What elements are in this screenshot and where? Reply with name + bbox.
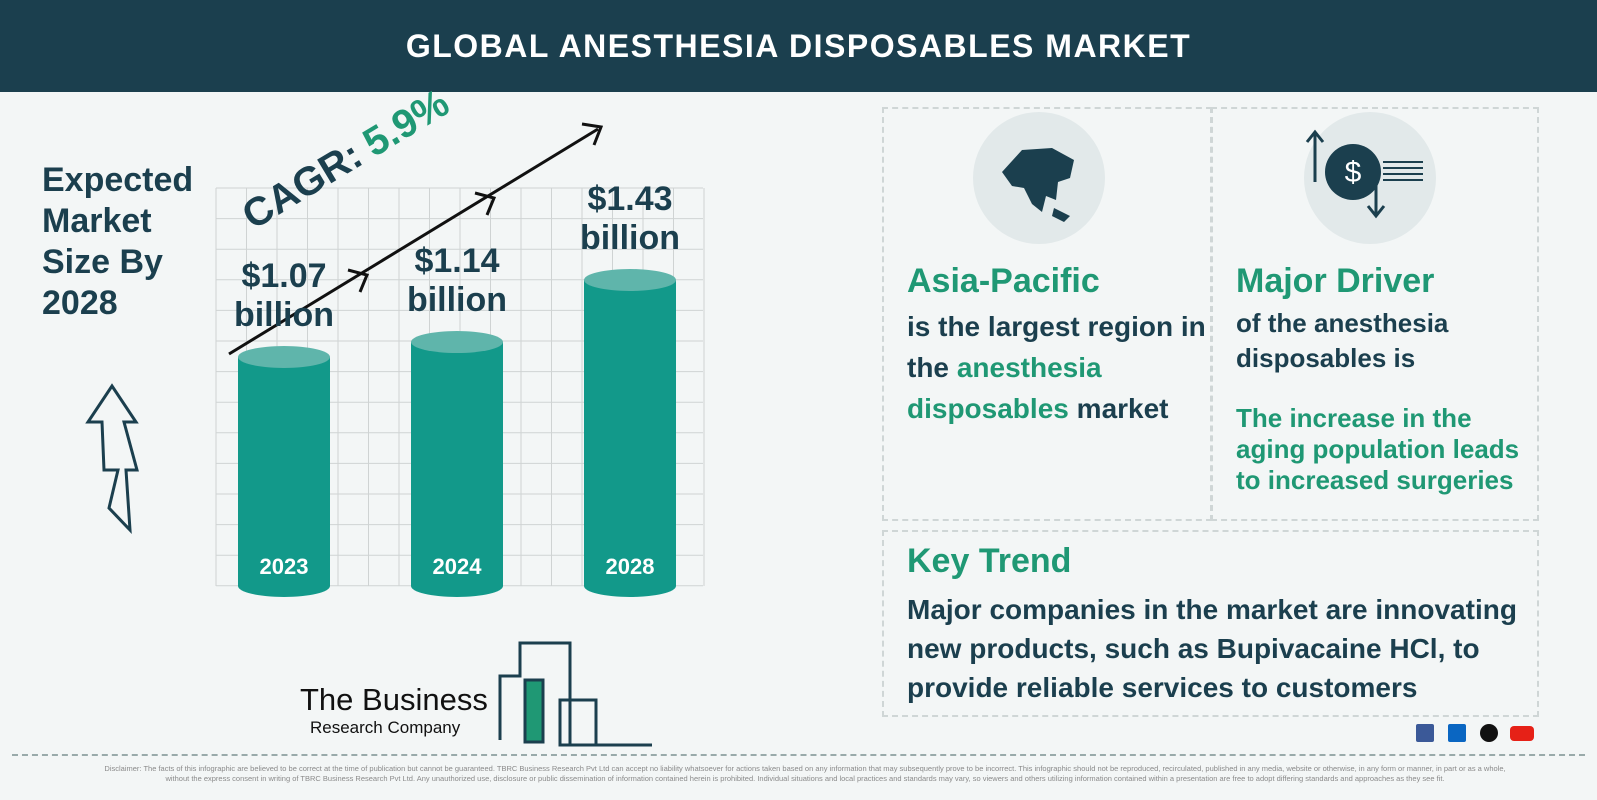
youtube-icon[interactable] [1510,726,1534,741]
category-label: 2028 [606,554,655,579]
bar-cap [411,331,503,354]
bar [411,342,503,586]
arrow-head [474,191,497,216]
driver-panel [1211,107,1539,521]
logo-subname: Research Company [310,718,461,737]
trend-panel [882,530,1539,717]
separator [12,754,1585,756]
logo-name: The Business [300,682,488,717]
trend-title: Key Trend [907,542,1072,580]
facebook-icon[interactable] [1416,724,1434,742]
arrow-head [581,122,604,146]
bar-cap [238,346,330,369]
driver-title: Major Driver [1236,262,1435,300]
header-title: GLOBAL ANESTHESIA DISPOSABLES MARKET [0,0,1597,92]
bar [584,279,676,586]
bar [238,357,330,586]
region-icon [973,112,1105,244]
region-highlight: anesthesia disposables [907,352,1102,424]
chart-title: Expected Market Size By 2028 [42,161,194,322]
svg-text:$: $ [1345,156,1362,189]
value-label: $1.14 billion [406,242,508,320]
driver-text: of the anesthesia disposables is [1236,308,1449,373]
value-label: $1.43 billion [579,179,681,257]
chart: 2023 2024 2028 [85,122,705,747]
bar-cap [584,268,676,291]
driver-highlight: The increase in the aging population lea… [1236,403,1520,495]
region-text: is the largest region in the anesthesia d… [907,306,1207,429]
growth-icon [85,383,139,535]
value-label: $1.07 billion [233,257,335,335]
x-icon[interactable] [1480,724,1498,742]
region-text-after: market [1076,393,1169,424]
region-text-before: is the largest region in the [907,311,1206,383]
arrow-head [347,268,370,293]
social-icons [1416,724,1534,742]
linkedin-icon[interactable] [1448,724,1466,742]
trend-arrow [228,127,599,356]
driver-icon: $ [1304,112,1436,244]
trend-text: Major companies in the market are innova… [907,594,1517,703]
logo-mark [498,641,652,747]
disclaimer: Disclaimer: The facts of this infographi… [104,764,1506,783]
region-title: Asia-Pacific [907,262,1100,300]
category-label: 2023 [260,554,309,579]
category-label: 2024 [433,554,483,579]
